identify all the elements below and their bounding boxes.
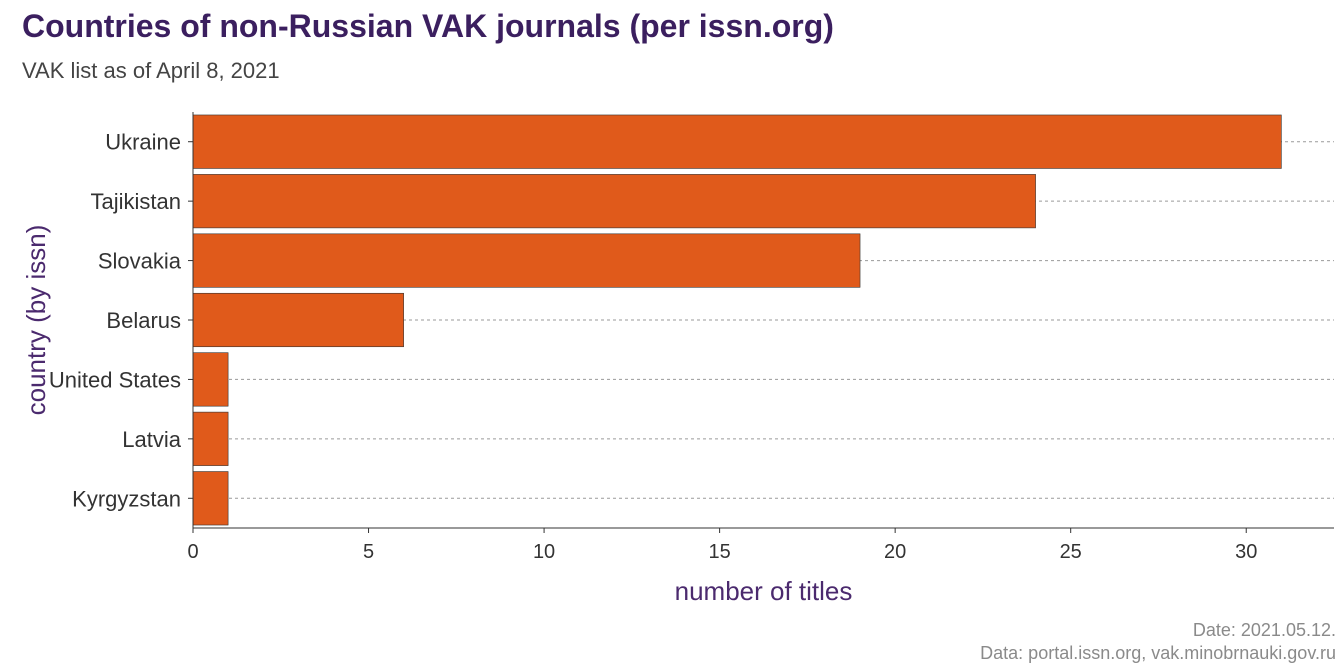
bar	[192, 411, 229, 466]
y-tick-label: United States	[49, 367, 181, 392]
chart-subtitle: VAK list as of April 8, 2021	[22, 58, 280, 83]
bar	[192, 233, 861, 288]
caption-source: Data: portal.issn.org, vak.minobrnauki.g…	[980, 643, 1336, 663]
bar	[192, 471, 229, 526]
y-tick-label: Ukraine	[105, 130, 181, 155]
y-tick-label: Tajikistan	[91, 189, 181, 214]
bar	[192, 174, 1036, 229]
x-tick-label: 20	[884, 541, 906, 563]
x-tick-label: 25	[1060, 541, 1082, 563]
y-tick-label: Kyrgyzstan	[72, 486, 181, 511]
x-tick-label: 5	[363, 541, 374, 563]
x-tick-label: 30	[1235, 541, 1257, 563]
bar	[192, 114, 1282, 169]
y-tick-label: Latvia	[122, 427, 181, 452]
x-tick-label: 10	[533, 541, 555, 563]
y-tick-label: Belarus	[106, 308, 181, 333]
y-axis-label: country (by issn)	[21, 225, 51, 416]
x-tick-label: 0	[187, 541, 198, 563]
y-tick-label: Slovakia	[98, 249, 182, 274]
axes: Ukraine Tajikistan Slovakia Belarus United S…	[49, 112, 1334, 563]
bars	[192, 114, 1282, 526]
x-tick-label: 15	[708, 541, 730, 563]
x-axis-label: number of titles	[675, 576, 853, 606]
chart-title: Countries of non-Russian VAK journals (p…	[22, 8, 834, 44]
bar	[192, 292, 404, 348]
bar	[192, 352, 229, 407]
caption-date: Date: 2021.05.12.	[1192, 620, 1336, 640]
